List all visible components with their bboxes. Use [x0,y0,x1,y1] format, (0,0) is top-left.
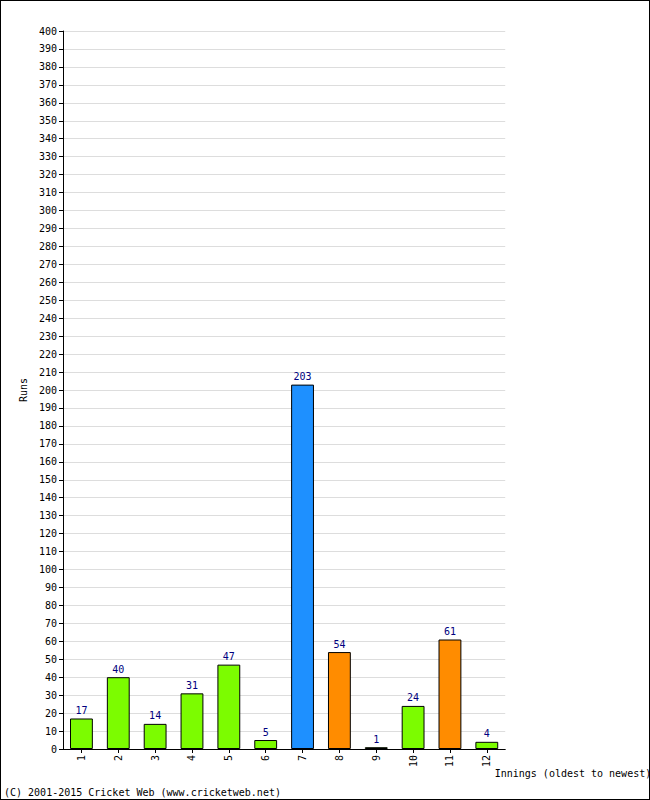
svg-text:310: 310 [39,187,57,198]
svg-text:10: 10 [408,755,419,767]
svg-text:270: 270 [39,259,57,270]
svg-text:210: 210 [39,367,57,378]
svg-text:5: 5 [223,755,234,761]
svg-text:400: 400 [39,26,57,37]
svg-text:340: 340 [39,133,57,144]
svg-text:10: 10 [45,726,57,737]
svg-text:370: 370 [39,79,57,90]
svg-text:6: 6 [260,755,271,761]
svg-text:230: 230 [39,331,57,342]
svg-text:240: 240 [39,313,57,324]
svg-text:380: 380 [39,61,57,72]
svg-text:1: 1 [373,734,379,745]
svg-text:7: 7 [297,755,308,761]
svg-text:390: 390 [39,43,57,54]
svg-text:24: 24 [407,692,419,703]
svg-text:350: 350 [39,115,57,126]
svg-text:290: 290 [39,223,57,234]
svg-text:110: 110 [39,546,57,557]
svg-text:150: 150 [39,474,57,485]
svg-text:Innings (oldest to newest): Innings (oldest to newest) [495,768,649,779]
svg-text:3: 3 [150,755,161,761]
svg-text:100: 100 [39,564,57,575]
svg-text:280: 280 [39,241,57,252]
svg-text:130: 130 [39,510,57,521]
svg-text:300: 300 [39,205,57,216]
svg-text:220: 220 [39,349,57,360]
svg-text:12: 12 [481,755,492,767]
svg-text:60: 60 [45,636,57,647]
svg-text:120: 120 [39,528,57,539]
svg-text:14: 14 [149,710,161,721]
svg-text:50: 50 [45,654,57,665]
svg-text:250: 250 [39,295,57,306]
svg-text:40: 40 [112,664,124,675]
svg-text:360: 360 [39,97,57,108]
svg-text:330: 330 [39,151,57,162]
svg-text:203: 203 [294,371,312,382]
svg-text:11: 11 [444,755,455,767]
svg-text:4: 4 [484,728,490,739]
svg-text:170: 170 [39,438,57,449]
svg-text:61: 61 [444,626,456,637]
svg-text:40: 40 [45,672,57,683]
svg-text:30: 30 [45,690,57,701]
svg-text:200: 200 [39,385,57,396]
svg-text:0: 0 [51,744,57,755]
svg-text:4: 4 [186,755,197,761]
svg-text:80: 80 [45,600,57,611]
svg-text:180: 180 [39,420,57,431]
svg-text:1: 1 [76,755,87,761]
svg-text:5: 5 [263,727,269,738]
svg-text:190: 190 [39,402,57,413]
svg-text:70: 70 [45,618,57,629]
svg-text:31: 31 [186,680,198,691]
svg-text:47: 47 [223,651,235,662]
svg-text:140: 140 [39,492,57,503]
svg-text:Runs: Runs [18,378,29,402]
svg-text:2: 2 [113,755,124,761]
svg-text:54: 54 [333,639,345,650]
svg-text:90: 90 [45,582,57,593]
svg-text:9: 9 [371,755,382,761]
svg-text:8: 8 [334,755,345,761]
svg-text:17: 17 [75,705,87,716]
svg-text:(C) 2001-2015 Cricket Web (www: (C) 2001-2015 Cricket Web (www.cricketwe… [4,787,281,798]
svg-text:20: 20 [45,708,57,719]
svg-text:260: 260 [39,277,57,288]
svg-text:160: 160 [39,456,57,467]
svg-text:320: 320 [39,169,57,180]
